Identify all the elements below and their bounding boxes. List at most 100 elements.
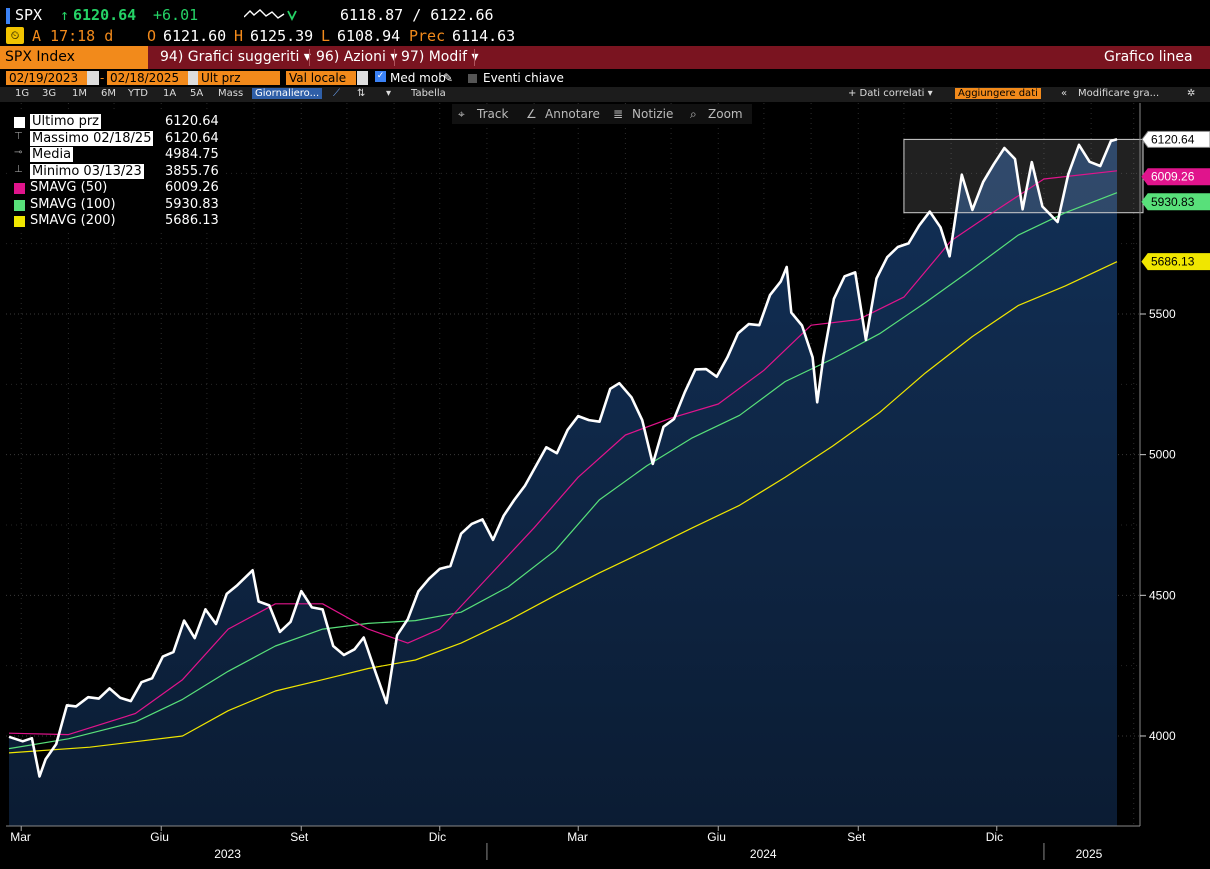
security-field[interactable] xyxy=(0,46,148,69)
low-value: 6108.94 xyxy=(337,27,401,45)
menu-edit[interactable]: 97) Modif ▾ xyxy=(401,49,479,65)
last-value-tag-bg xyxy=(1141,193,1210,211)
pencil-icon[interactable]: ✎ xyxy=(443,71,454,85)
period-max[interactable]: Mass xyxy=(218,88,244,99)
moving-avg-label[interactable]: Med mob xyxy=(390,71,446,85)
legend: Ultimo prz 6120.64 ⊤ Massimo 02/18/25 6120.6… xyxy=(10,112,222,230)
track-icon[interactable]: ⌖ xyxy=(458,107,465,121)
x-tick-label: Mar xyxy=(10,830,31,844)
period-3g[interactable]: 3G xyxy=(42,88,57,99)
legend-swatch xyxy=(14,117,25,128)
time-label: A 17:18 d xyxy=(32,27,114,45)
last-value-tag-text: 6120.64 xyxy=(1151,132,1195,146)
chevron-down-icon[interactable] xyxy=(357,71,368,85)
period-1m[interactable]: 1M xyxy=(72,88,87,99)
news-button[interactable]: Notizie xyxy=(632,107,674,121)
calendar-icon[interactable] xyxy=(188,71,200,85)
legend-name: Massimo 02/18/25 xyxy=(30,130,154,146)
calendar-icon[interactable] xyxy=(87,71,99,85)
last-value-tag: 6120.64 xyxy=(1141,130,1210,148)
y-tick-label: 5000 xyxy=(1149,448,1176,462)
chart-type-label: Grafico linea xyxy=(1104,49,1193,65)
quote-header: SPX ↑ 6120.64 +6.01 6118.87 / 6122.66 xyxy=(0,0,1210,26)
min-marker-icon: ⊥ xyxy=(14,163,23,175)
y-tick-label: 4000 xyxy=(1149,729,1176,743)
track-button[interactable]: Track xyxy=(477,107,509,121)
legend-name: Minimo 03/13/23 xyxy=(30,163,144,179)
legend-value: 5686.13 xyxy=(165,213,219,228)
table-button[interactable]: Tabella xyxy=(411,88,446,99)
period-5a[interactable]: 5A xyxy=(190,88,204,99)
legend-swatch xyxy=(14,216,25,227)
menu-suggested-charts[interactable]: 94) Grafici suggeriti ▾ xyxy=(160,49,311,65)
controls-bar: 02/19/2023 - 02/18/2025 Ult prz Val loca… xyxy=(0,70,1210,86)
legend-swatch xyxy=(14,183,25,194)
bar-type-icon[interactable]: ⇅ xyxy=(357,88,366,99)
related-data-menu[interactable]: + Dati correlati ▾ xyxy=(848,88,933,99)
last-value-labels: 6120.64 6009.26 5930.83 5686.13 xyxy=(1141,130,1210,271)
annotate-icon[interactable]: ∠ xyxy=(526,107,537,121)
y-axis: 4000 4500 5000 5500 xyxy=(1139,103,1176,826)
period-1a[interactable]: 1A xyxy=(163,88,177,99)
price-change: +6.01 xyxy=(153,6,199,24)
legend-value: 5930.83 xyxy=(165,196,219,212)
last-value-tag-bg xyxy=(1141,168,1210,186)
last-value-tag-bg xyxy=(1141,130,1210,148)
key-events-label[interactable]: Eventi chiave xyxy=(483,71,564,85)
checkbox-checked-icon[interactable]: ✓ xyxy=(375,71,386,82)
x-axis-band xyxy=(0,826,1210,869)
zoom-button[interactable]: Zoom xyxy=(708,107,743,121)
ticker-marker xyxy=(6,8,10,24)
period-6m[interactable]: 6M xyxy=(101,88,116,99)
frequency-select[interactable]: Giornaliero... xyxy=(252,88,323,99)
field-select[interactable]: Ult prz xyxy=(198,71,280,85)
legend-name: Ultimo prz xyxy=(30,114,102,129)
zoom-icon[interactable]: ⌕ xyxy=(690,107,697,121)
x-tick-label: Giu xyxy=(707,830,726,844)
modify-chart-button[interactable]: Modificare gra... xyxy=(1078,88,1160,99)
prev-value: 6114.63 xyxy=(452,27,516,45)
clock-icon[interactable]: ⏲ xyxy=(6,27,24,44)
quote-details: ⏲ A 17:18 d O 6121.60 H 6125.39 L 6108.9… xyxy=(0,26,1210,45)
mean-marker-icon: ⊸ xyxy=(14,147,23,158)
checkbox-unchecked-icon[interactable] xyxy=(468,74,477,83)
bid-ask: 6118.87 / 6122.66 xyxy=(340,6,494,24)
legend-value: 6009.26 xyxy=(165,180,219,195)
ticker[interactable]: SPX xyxy=(15,6,43,24)
collapse-icon[interactable]: « xyxy=(1061,88,1068,99)
price-area xyxy=(9,139,1117,827)
menubar: SPX Index 94) Grafici suggeriti ▾ 96) Az… xyxy=(0,46,1210,69)
prev-label: Prec xyxy=(409,27,446,45)
x-tick-label: Dic xyxy=(986,830,1003,844)
last-value-tag-text: 5930.83 xyxy=(1151,195,1195,209)
line-chart-icon[interactable]: ⟋ xyxy=(333,88,340,99)
currency-select[interactable]: Val locale xyxy=(286,71,356,85)
open-label: O xyxy=(147,27,157,45)
y-tick-label: 5500 xyxy=(1149,307,1176,321)
menu-actions[interactable]: 96) Azioni ▾ xyxy=(316,49,398,65)
low-label: L xyxy=(321,27,331,45)
end-date-field[interactable]: 02/18/2025 xyxy=(107,71,189,85)
chart-toolbar: ⌖ Track ∠ Annotare ≣ Notizie ⌕ Zoom xyxy=(452,104,752,124)
year-label: 2023 xyxy=(214,847,241,861)
add-data-button[interactable]: Aggiungere dati xyxy=(955,88,1041,99)
period-1g[interactable]: 1G xyxy=(15,88,30,99)
sparkline-icon xyxy=(243,7,300,24)
legend-name: SMAVG (50) xyxy=(30,180,108,195)
annotate-button[interactable]: Annotare xyxy=(545,107,600,121)
price-chart[interactable]: 4000 4500 5000 5500 Mar Giu Set Dic Mar Giu Set Di… xyxy=(0,103,1210,869)
x-tick-label: Set xyxy=(290,830,309,844)
x-tick-label: Set xyxy=(847,830,866,844)
year-label: 2024 xyxy=(750,847,777,861)
legend-name: Media xyxy=(30,147,74,162)
start-date-field[interactable]: 02/19/2023 xyxy=(6,71,96,85)
legend-value: 4984.75 xyxy=(165,147,219,162)
period-ytd[interactable]: YTD xyxy=(128,88,148,99)
last-value-tag: 6009.26 xyxy=(1141,168,1210,186)
gear-icon[interactable]: ✲ xyxy=(1187,88,1196,99)
legend-value: 6120.64 xyxy=(165,130,219,146)
news-icon[interactable]: ≣ xyxy=(613,107,624,121)
security-label[interactable]: SPX Index xyxy=(5,49,75,65)
y-tick-label: 4500 xyxy=(1149,588,1176,602)
chevron-down-icon[interactable]: ▾ xyxy=(386,88,392,99)
